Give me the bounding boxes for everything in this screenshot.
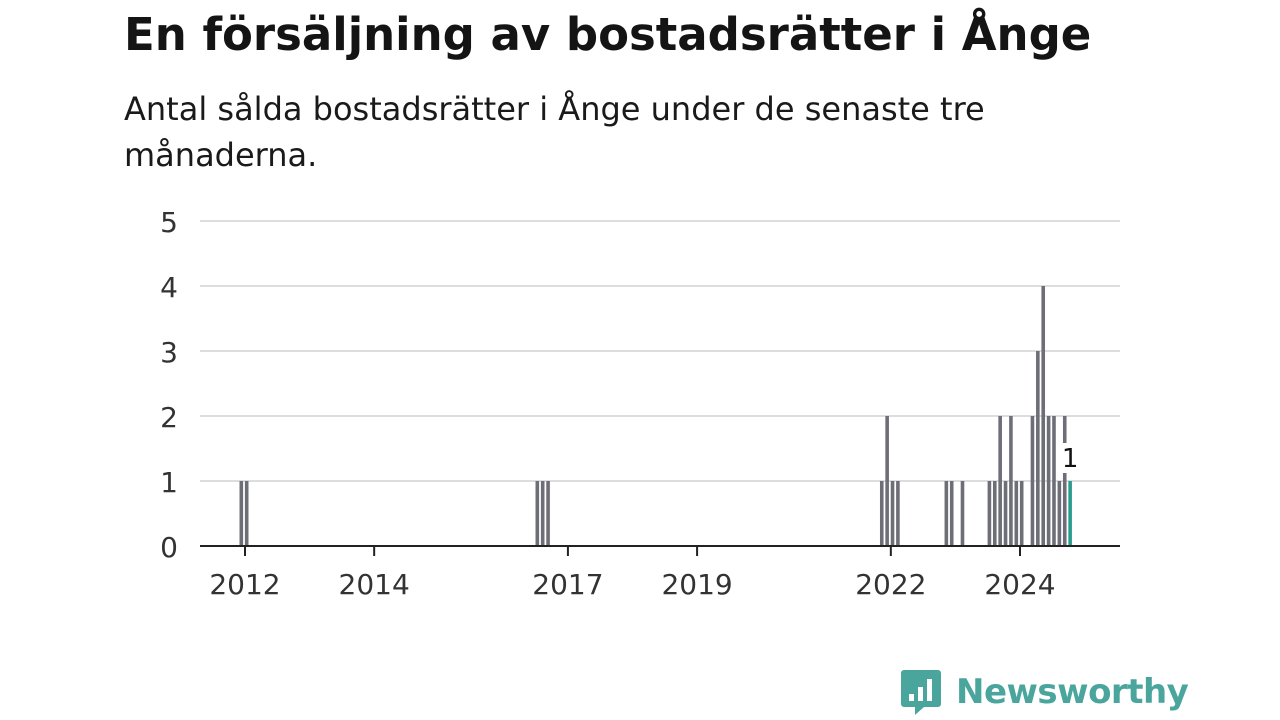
bar (890, 481, 895, 546)
bar (1019, 481, 1024, 546)
bar (1068, 481, 1072, 546)
bar (1041, 286, 1046, 546)
bar (546, 481, 550, 546)
bar (1014, 481, 1019, 546)
bar (987, 481, 992, 546)
x-tick-label: 2014 (339, 568, 410, 601)
bar (1052, 416, 1056, 546)
bar (1046, 416, 1051, 546)
bar (1036, 351, 1040, 546)
bar (244, 481, 249, 546)
bar (1057, 481, 1062, 546)
y-tick-label: 5 (160, 206, 178, 239)
x-tick-label: 2022 (855, 568, 926, 601)
y-tick-label: 2 (160, 401, 178, 434)
x-tick-label: 2024 (984, 568, 1055, 601)
chart-subtitle: Antal sålda bostadsrätter i Ånge under d… (124, 90, 985, 174)
bar (1062, 416, 1067, 546)
bar (1030, 416, 1035, 546)
bars (239, 286, 1072, 546)
bar (885, 416, 889, 546)
x-axis-ticks: 2012 2014 2017 2019 2022 2024 (209, 546, 1056, 601)
bar (239, 481, 244, 546)
bar (879, 481, 884, 546)
data-label: 1 (1062, 444, 1079, 474)
bar (1009, 416, 1013, 546)
bar (535, 481, 540, 546)
bar (992, 481, 997, 546)
x-tick-label: 2012 (209, 568, 280, 601)
data-label-background (1060, 443, 1081, 473)
y-axis-ticks: 0 1 2 3 4 5 (160, 206, 178, 564)
brand-logo: Newsworthy (900, 668, 1189, 716)
y-tick-label: 0 (160, 531, 178, 564)
bar (998, 416, 1002, 546)
grid-lines (200, 220, 1120, 482)
bar (944, 481, 949, 546)
x-tick-label: 2019 (661, 568, 732, 601)
chart-title: En försäljning av bostadsrätter i Ånge (124, 8, 1092, 61)
brand-name: Newsworthy (956, 672, 1189, 712)
bar (1003, 481, 1008, 546)
bar (949, 481, 954, 546)
y-tick-label: 1 (160, 466, 178, 499)
x-tick-label: 2017 (532, 568, 603, 601)
y-tick-label: 4 (160, 271, 178, 304)
bar (540, 481, 545, 546)
y-tick-label: 3 (160, 336, 178, 369)
data-labels: 1 (1060, 443, 1081, 474)
bar (896, 481, 900, 546)
newsworthy-logo-icon (901, 670, 941, 715)
bar (960, 481, 965, 546)
